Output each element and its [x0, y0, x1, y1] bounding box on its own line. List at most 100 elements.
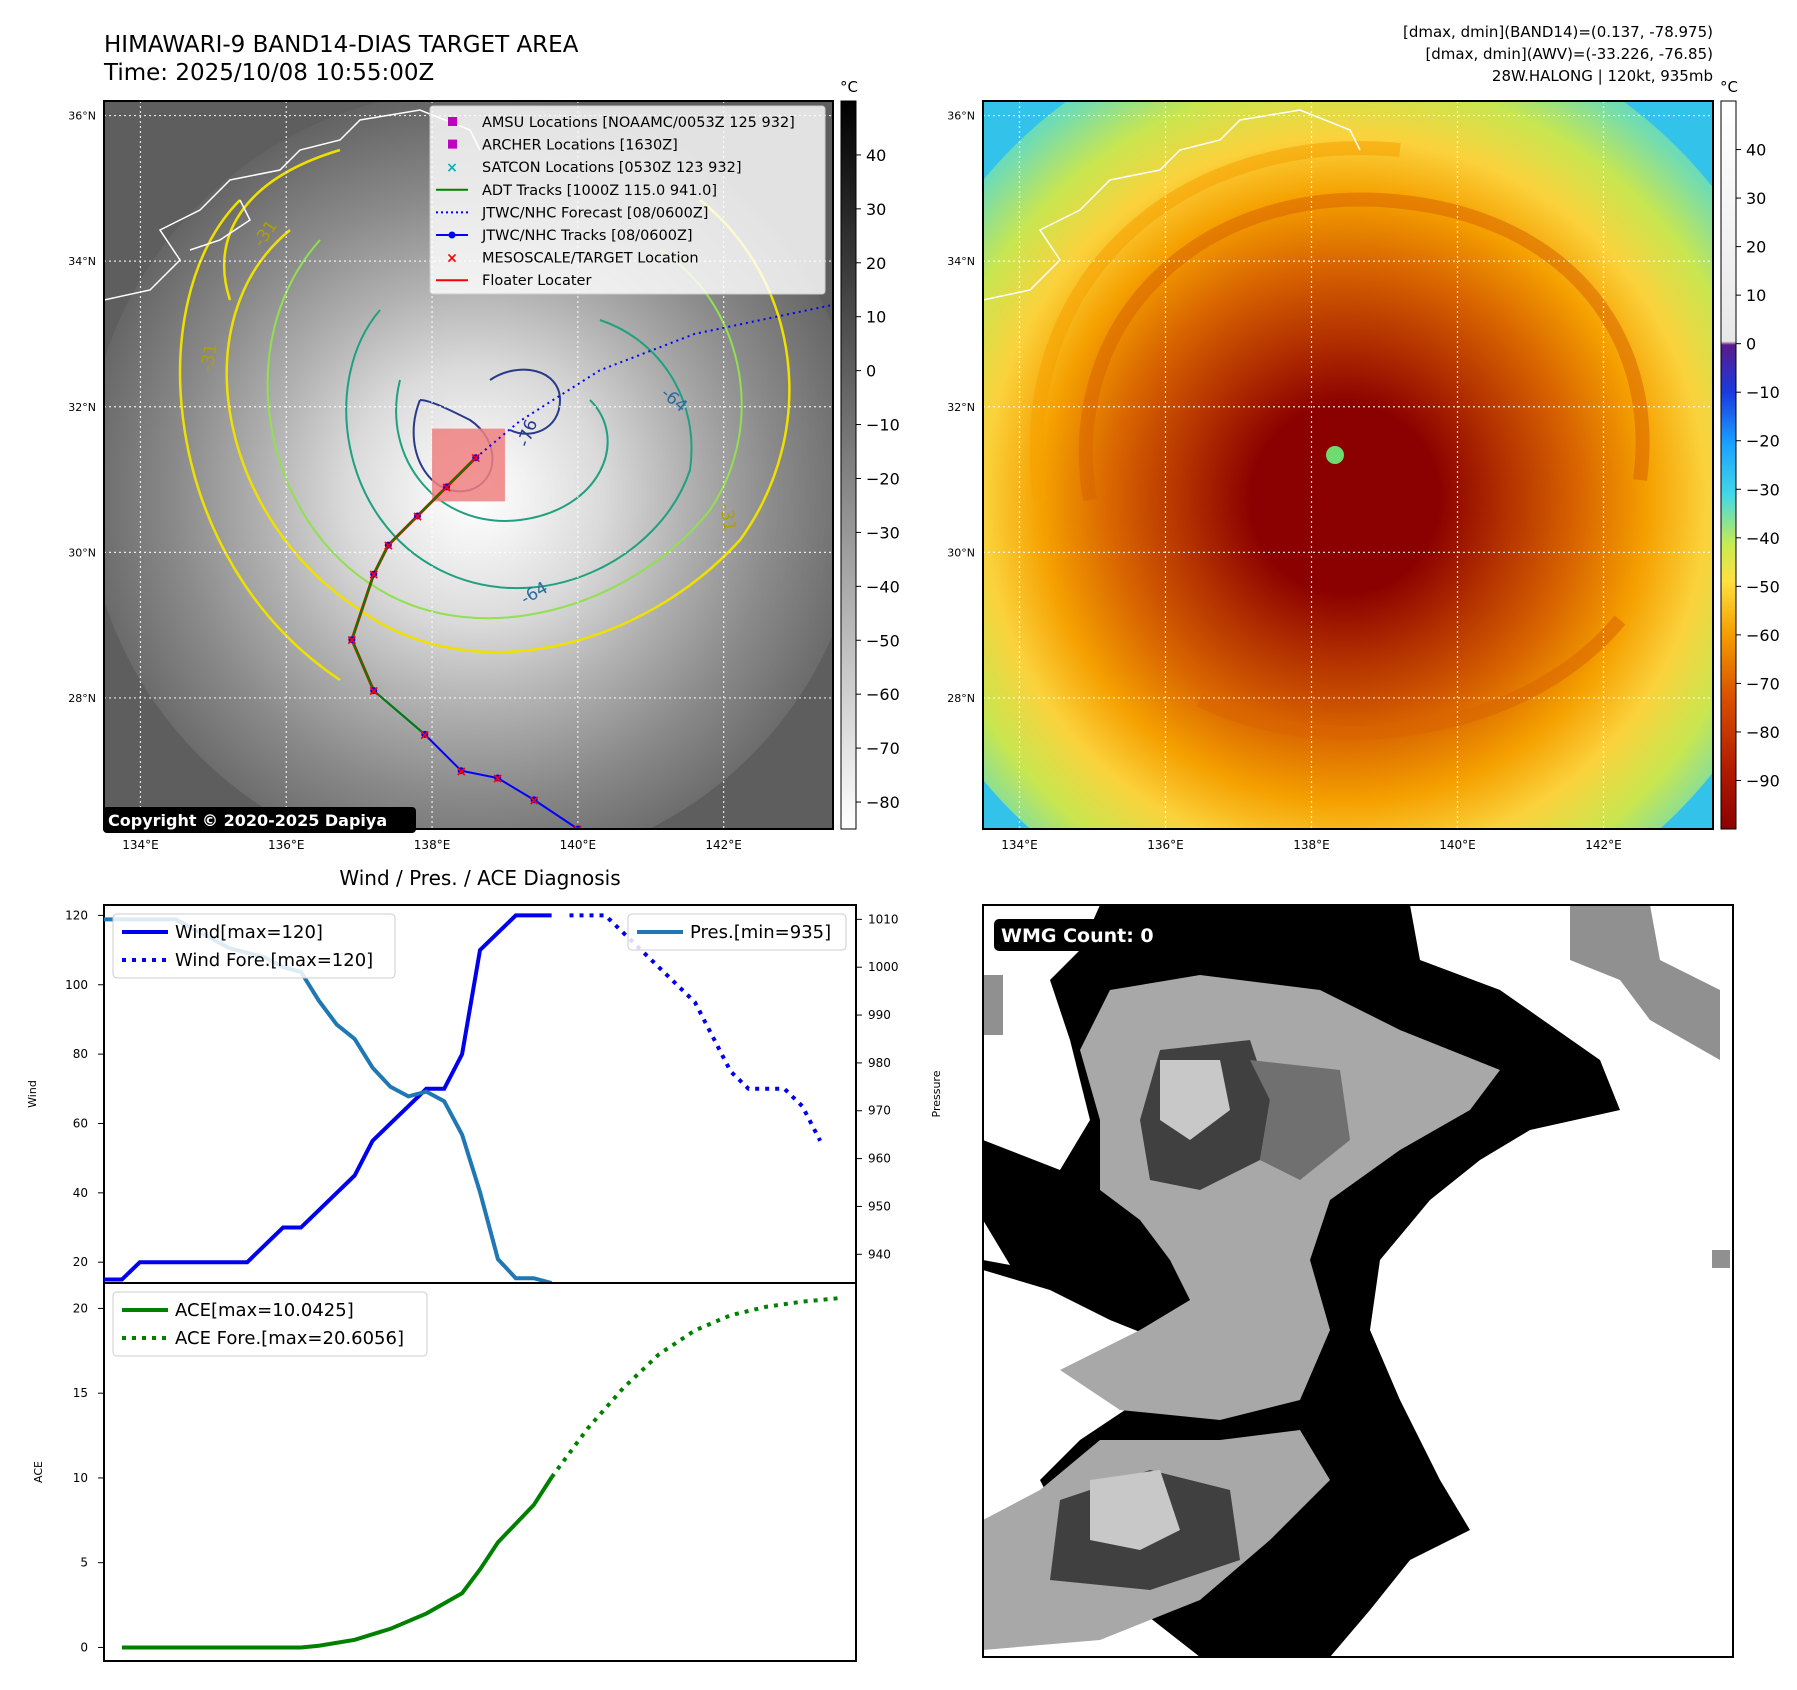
lat-tick-label: 30°N [68, 546, 96, 559]
legend-label: MESOSCALE/TARGET Location [482, 251, 699, 267]
jtwc-track-point [472, 454, 480, 462]
awv-grid [983, 101, 1713, 829]
lat-tick-label: 36°N [68, 110, 96, 123]
colorbar-tick-label: −90 [1746, 771, 1780, 790]
lon-tick-label: 140°E [560, 838, 597, 852]
wmg-midgray-region [1250, 1060, 1350, 1180]
target-marker: × [419, 727, 431, 743]
contour-yellow [178, 148, 791, 682]
axis-tick-label: 10 [73, 1471, 88, 1485]
wmg-frame [982, 904, 1734, 1658]
lat-tick-label: 32°N [68, 401, 96, 414]
awv-colorbar: °C 40 30 20 10 0 −10 −20 −30 −40 −50 −60 −70 −80 −90 [1720, 78, 1780, 830]
colorbar-tick-label: 40 [866, 146, 886, 165]
axis-tick-label: 950 [868, 1199, 891, 1213]
contour-lightgreen [266, 239, 743, 620]
map-legend-box [429, 105, 826, 295]
colorbar-tick-label: −30 [1746, 480, 1780, 499]
pressure-legend-label: Pres.[min=935] [690, 922, 831, 943]
colorbar-tick-label: −80 [866, 793, 900, 812]
lat-tick-label: 34°N [947, 255, 975, 268]
lon-tick-label: 138°E [414, 838, 451, 852]
awv-spiral-bands [1029, 141, 1650, 740]
lon-tick-label: 134°E [122, 838, 159, 852]
ace-axis-label: ACE [32, 1461, 45, 1483]
axis-tick-label: 1010 [868, 912, 899, 926]
lon-tick-label: 136°E [268, 838, 305, 852]
lat-tick-label: 34°N [68, 255, 96, 268]
awv-colorbar-ramp [1720, 100, 1737, 830]
axis-tick-label: 20 [73, 1255, 88, 1269]
ace-legend: ACE[max=10.0425] ACE Fore.[max=20.6056] [112, 1291, 428, 1357]
ir-colorbar-ramp [840, 100, 857, 830]
axis-tick-label: 15 [73, 1386, 88, 1400]
colorbar-tick-label: −30 [866, 523, 900, 542]
ace-axis-ticks: 0 5 10 15 20 [73, 1301, 104, 1654]
colorbar-tick-label: 20 [1746, 238, 1766, 257]
jtwc-track-point [421, 730, 429, 738]
colorbar-tick-label: 0 [1746, 335, 1756, 354]
target-marker: × [412, 509, 424, 525]
legend-label: JTWC/NHC Forecast [08/0600Z] [481, 205, 708, 221]
target-marker: × [455, 764, 467, 780]
lat-tick-label: 36°N [947, 110, 975, 123]
axis-tick-label: 40 [73, 1186, 88, 1200]
ir-map-frame [103, 100, 834, 830]
pressure-axis-ticks: 940 950 960 970 980 990 1000 1010 [856, 912, 899, 1261]
axis-tick-label: 20 [73, 1301, 88, 1315]
legend-label: ARCHER Locations [1630Z] [482, 138, 678, 154]
storm-info: 28W.HALONG | 120kt, 935mb [1492, 67, 1713, 85]
legend-swatch: × [446, 160, 458, 176]
ace-chart: 0 5 10 15 20 ACE ACE[max=10.0425] ACE Fore.[… [32, 1282, 857, 1662]
jtwc-track-point [494, 774, 502, 782]
axis-tick-label: 970 [868, 1104, 891, 1118]
wind-legend-label: Wind[max=120] [175, 922, 323, 943]
colorbar-tick-label: 0 [866, 362, 876, 381]
jtwc-track-point [348, 636, 356, 644]
pressure-legend: Pres.[min=935] [627, 913, 847, 951]
track-points: ×××××××××××× [346, 451, 584, 829]
awv-colorbar-ticks: 40 30 20 10 0 −10 −20 −30 −40 −50 −60 −70 −80 −90 [1736, 141, 1780, 790]
target-marker: × [441, 480, 453, 496]
colorbar-tick-label: −60 [1746, 626, 1780, 645]
wind-axis-label: Wind [26, 1080, 39, 1108]
legend-label: ADT Tracks [1000Z 115.0 941.0] [482, 183, 717, 199]
wmg-lower-pale-region [1090, 1470, 1180, 1550]
copyright-text: Copyright © 2020-2025 Dapiya [108, 811, 387, 830]
contour-teal [345, 309, 693, 590]
awv-eye [1326, 446, 1344, 464]
colorbar-tick-label: −70 [866, 739, 900, 758]
wind-series-line [104, 913, 552, 1282]
target-marker: × [470, 451, 482, 467]
wmg-panel: WMG Count: 0 [982, 904, 1734, 1658]
axis-tick-label: 960 [868, 1152, 891, 1166]
lat-tick-label: 28°N [68, 692, 96, 705]
wmg-count-label: WMG Count: 0 [1001, 925, 1154, 947]
target-marker: × [528, 793, 540, 809]
contour-label: -31 [197, 342, 222, 373]
jtwc-track-point [443, 483, 451, 491]
colorbar-tick-label: −10 [1746, 383, 1780, 402]
colorbar-tick-label: −10 [866, 416, 900, 435]
ace-legend-label: ACE[max=10.0425] [175, 1300, 354, 1321]
colorbar-tick-label: −80 [1746, 723, 1780, 742]
legend-swatch: × [446, 251, 458, 267]
map-legend: AMSU Locations [NOAAMC/0053Z 125 932] ARC… [429, 105, 826, 295]
wmg-small-gray-pixel [1712, 1250, 1730, 1268]
wmg-topright-gray-region [1570, 905, 1720, 1060]
colorbar-tick-label: −20 [866, 469, 900, 488]
jtwc-forecast-line [475, 303, 833, 459]
target-marker: × [382, 538, 394, 554]
axis-tick-label: 120 [65, 908, 88, 922]
wmg-palegray-region [1160, 1060, 1230, 1140]
wmg-count-box [994, 919, 1172, 951]
ace-fore-legend-label: ACE Fore.[max=20.6056] [175, 1328, 404, 1349]
wind-axis-ticks: 20 40 60 80 100 120 [65, 908, 104, 1269]
jtwc-track-point [370, 687, 378, 695]
target-marker: × [368, 567, 380, 583]
ace-legend-box [112, 1291, 428, 1357]
axis-tick-label: 80 [73, 1047, 88, 1061]
legend-swatch [448, 117, 457, 126]
jtwc-track-point [457, 767, 465, 775]
lat-tick-label: 32°N [947, 401, 975, 414]
